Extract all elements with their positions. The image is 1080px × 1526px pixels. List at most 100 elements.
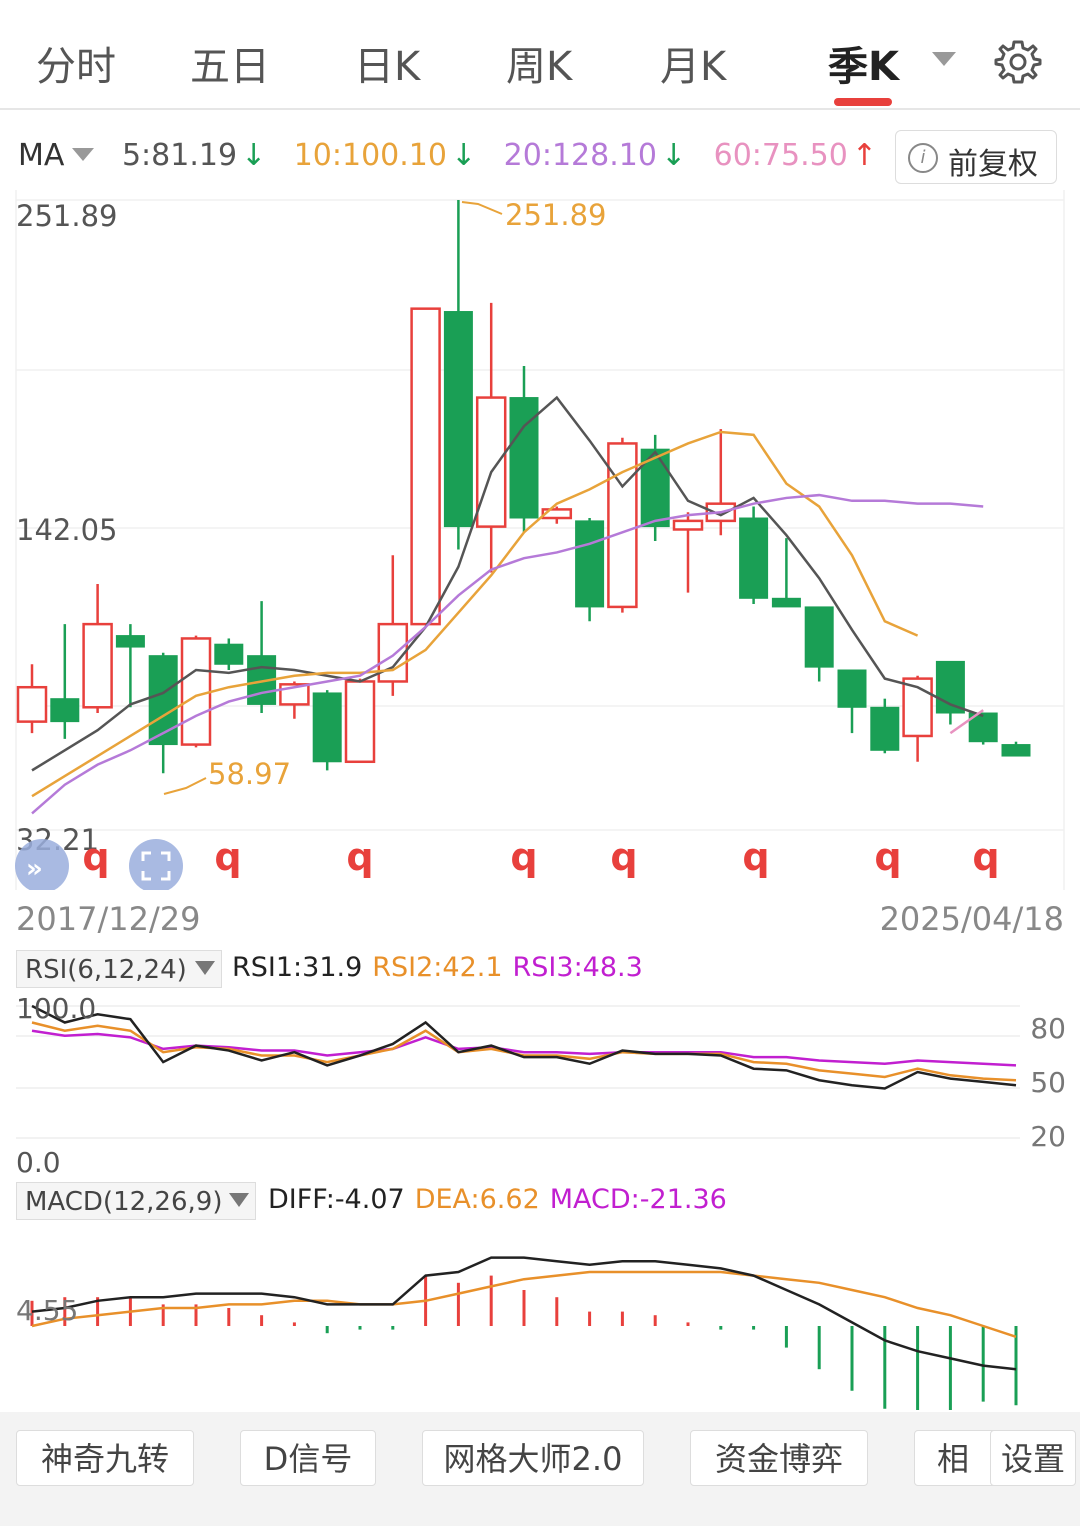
- period-tabs: 分时 五日 日K 周K 月K 季K: [0, 0, 1080, 110]
- ma-dropdown-icon[interactable]: [72, 148, 95, 161]
- ma10-value: 10:100.10 ↓: [293, 138, 477, 173]
- candle: [1001, 741, 1031, 757]
- macd-selector[interactable]: MACD(12,26,9): [16, 1182, 256, 1220]
- candle: [115, 624, 145, 708]
- ma20-value: 20:128.10 ↓: [503, 138, 687, 173]
- candle: [804, 606, 834, 682]
- macd-axis-label: 4.55: [16, 1294, 78, 1327]
- candle: [214, 638, 244, 671]
- low-annotation: 58.97: [208, 757, 291, 791]
- rsi-axis-top: 100.0: [16, 992, 96, 1025]
- macd-diff-line: [31, 1256, 1017, 1371]
- tab-quarterly-k[interactable]: 季K: [828, 44, 899, 90]
- rsi1-line: [31, 1004, 1017, 1090]
- adjust-price-button[interactable]: i 前复权: [895, 130, 1057, 184]
- rsi2-line: [31, 1021, 1017, 1082]
- macd-chart[interactable]: 4.55: [0, 1220, 1080, 1410]
- candle: [902, 675, 933, 762]
- candle: [509, 366, 539, 533]
- candle: [475, 302, 507, 573]
- signal-marker: q: [610, 835, 637, 879]
- fullscreen-button[interactable]: [129, 839, 183, 890]
- candle: [312, 690, 342, 771]
- macd-dea-line: [31, 1270, 1017, 1338]
- signal-marker: q: [742, 835, 769, 879]
- candle: [771, 538, 801, 608]
- expand-left-button[interactable]: »: [15, 839, 69, 890]
- signal-marker: q: [346, 835, 373, 879]
- candle: [50, 624, 80, 739]
- rsi-level-50: 50: [1030, 1066, 1066, 1099]
- low-annotation-leader: [163, 777, 207, 795]
- candle: [443, 200, 473, 550]
- gear-icon[interactable]: [994, 38, 1042, 86]
- rsi-selector[interactable]: RSI(6,12,24): [16, 950, 222, 988]
- price-axis-mid: 142.05: [16, 513, 117, 547]
- rsi-dropdown-icon: [195, 961, 215, 975]
- signal-marker: q: [972, 835, 999, 879]
- candle: [377, 555, 409, 696]
- ma60-value: 60:75.50 ↑: [713, 138, 877, 173]
- chevron-down-icon[interactable]: [932, 52, 956, 66]
- candle: [575, 518, 605, 622]
- rsi1-value: RSI1:31.9: [232, 952, 363, 983]
- price-axis-top: 251.89: [16, 199, 117, 233]
- high-annotation: 251.89: [505, 198, 606, 232]
- candle: [672, 512, 704, 593]
- ma20-line: [31, 493, 984, 815]
- candle: [870, 698, 900, 754]
- macd-dropdown-icon: [229, 1193, 249, 1207]
- tab-intraday[interactable]: 分时: [36, 44, 116, 90]
- rsi2-value: RSI2:42.1: [372, 952, 503, 983]
- candle: [82, 583, 113, 714]
- grid-master-button[interactable]: 网格大师2.0: [422, 1430, 644, 1486]
- related-button[interactable]: 相: [914, 1430, 1000, 1486]
- candle: [705, 429, 737, 536]
- candle: [935, 660, 965, 725]
- candle: [739, 506, 769, 605]
- start-date: 2017/12/29: [16, 900, 201, 938]
- candle: [16, 664, 48, 734]
- macd-dea-value: DEA:6.62: [414, 1184, 540, 1215]
- rsi-level-80: 80: [1030, 1012, 1066, 1045]
- signal-marker: q: [510, 835, 537, 879]
- signal-marker: q: [874, 835, 901, 879]
- signal-marker: q: [214, 835, 241, 879]
- end-date: 2025/04/18: [879, 900, 1064, 938]
- candle: [180, 635, 212, 748]
- active-tab-indicator: [834, 98, 892, 106]
- nine-turn-button[interactable]: 神奇九转: [16, 1430, 194, 1486]
- ma60-line: [949, 709, 984, 735]
- candle: [148, 652, 178, 774]
- rsi-axis-bottom: 0.0: [16, 1146, 61, 1178]
- macd-diff-value: DIFF:-4.07: [268, 1184, 405, 1215]
- candle: [344, 678, 376, 764]
- candle: [410, 307, 441, 626]
- rsi-legend: RSI1:31.9 RSI2:42.1 RSI3:48.3: [232, 952, 653, 983]
- settings-button[interactable]: 设置: [990, 1430, 1076, 1486]
- ma-legend: MA 5:81.19 ↓ 10:100.10 ↓ 20:128.10 ↓ 60:75.…: [18, 138, 895, 178]
- ma10-line: [31, 430, 919, 798]
- candle: [837, 669, 867, 734]
- candle: [607, 437, 638, 613]
- d-signal-button[interactable]: D信号: [240, 1430, 376, 1486]
- tab-five-day[interactable]: 五日: [190, 44, 270, 90]
- ma5-value: 5:81.19 ↓: [121, 138, 267, 173]
- macd-macd-value: MACD:-21.36: [549, 1184, 727, 1215]
- ma-label[interactable]: MA: [18, 138, 65, 173]
- macd-legend: DIFF:-4.07 DEA:6.62 MACD:-21.36: [268, 1184, 737, 1215]
- tab-weekly-k[interactable]: 周K: [506, 44, 573, 90]
- rsi-level-20: 20: [1030, 1120, 1066, 1153]
- fund-game-button[interactable]: 资金博弈: [690, 1430, 868, 1486]
- high-annotation-leader: [461, 201, 503, 215]
- rsi3-value: RSI3:48.3: [512, 952, 643, 983]
- signal-marker: q: [82, 835, 109, 879]
- tab-monthly-k[interactable]: 月K: [660, 44, 727, 90]
- candle: [541, 506, 573, 524]
- info-icon: i: [908, 143, 938, 173]
- svg-text:»: »: [26, 854, 43, 884]
- ma5-line: [31, 395, 984, 772]
- tab-daily-k[interactable]: 日K: [354, 44, 421, 90]
- rsi-chart[interactable]: 100.0 0.0 80 50 20: [0, 988, 1080, 1178]
